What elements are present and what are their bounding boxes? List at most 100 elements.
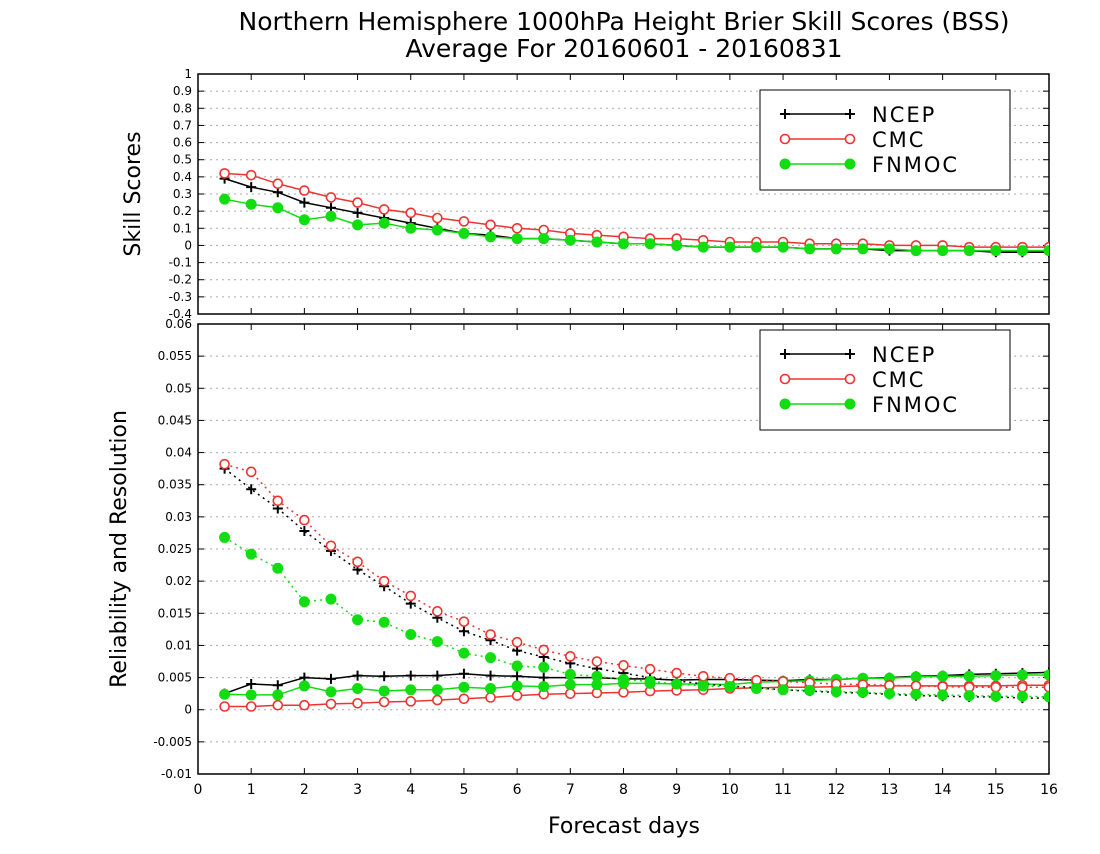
x-tick-label: 5 — [459, 782, 468, 798]
data-point — [352, 197, 363, 208]
data-point — [299, 197, 310, 208]
x-tick-label: 1 — [247, 782, 256, 798]
data-point — [458, 616, 470, 627]
data-point — [777, 684, 789, 696]
data-point — [512, 671, 523, 682]
x-tick-label: 11 — [774, 782, 792, 798]
data-point — [618, 674, 629, 685]
data-point — [511, 680, 523, 692]
data-point — [431, 636, 443, 648]
data-point — [219, 193, 231, 205]
series-line — [224, 468, 1049, 699]
series-fnmoc-solid — [219, 669, 1049, 701]
data-point — [272, 689, 284, 701]
data-point — [458, 693, 470, 705]
chart-panel-2: 0.060.0550.050.0450.040.0350.030.0250.02… — [107, 317, 1058, 798]
legend-marker — [845, 349, 855, 359]
data-point — [511, 690, 523, 701]
data-point — [830, 243, 842, 255]
data-point — [298, 680, 310, 692]
plot-area — [219, 458, 1049, 712]
data-point — [405, 696, 417, 707]
data-point — [644, 238, 656, 250]
data-point — [352, 207, 363, 218]
data-point — [750, 683, 762, 694]
y-tick-label: 0.1 — [173, 221, 192, 235]
series-cmc-dotted — [219, 458, 1049, 693]
data-point — [804, 684, 816, 696]
data-point — [458, 668, 469, 679]
data-point — [378, 685, 390, 697]
data-point — [245, 689, 257, 701]
data-point — [405, 684, 417, 696]
series-fnmoc-solid — [219, 193, 1049, 257]
data-point — [431, 684, 443, 696]
data-point — [990, 681, 1002, 693]
data-point — [511, 636, 523, 648]
chart-title-line2: Average For 20160601 - 20160831 — [405, 34, 842, 63]
y-tick-label: 0.9 — [173, 84, 192, 98]
data-point — [538, 233, 550, 245]
x-tick-label: 10 — [721, 782, 739, 798]
y-tick-label: 0.045 — [158, 413, 192, 427]
y-tick-label: 0.2 — [173, 204, 192, 218]
plot-area — [219, 168, 1049, 258]
data-point — [458, 626, 469, 637]
data-point — [272, 699, 284, 711]
y-tick-label: 0.015 — [158, 606, 192, 620]
data-point — [485, 692, 496, 703]
legend-label: NCEP — [872, 103, 936, 127]
y-tick-label: 0.025 — [158, 542, 192, 556]
series-line — [224, 684, 1049, 708]
data-point — [511, 660, 523, 672]
legend-box — [759, 329, 1011, 431]
data-point — [272, 202, 284, 214]
data-point — [1016, 669, 1028, 681]
data-point — [325, 686, 337, 698]
data-point — [219, 168, 230, 179]
x-tick-label: 12 — [827, 782, 845, 798]
data-point — [697, 680, 709, 692]
data-point — [325, 673, 336, 684]
y-axis-label: Skill Scores — [121, 131, 146, 256]
legend-marker — [780, 349, 790, 359]
data-point — [485, 670, 496, 681]
x-tick-label: 2 — [300, 782, 309, 798]
plot-frame — [197, 73, 1050, 315]
data-point — [352, 556, 363, 568]
legend-marker — [844, 373, 856, 385]
y-tick-label: 0.7 — [173, 118, 192, 132]
legend-box — [759, 89, 1011, 191]
x-tick-label: 15 — [987, 782, 1005, 798]
data-point — [431, 224, 443, 236]
data-point — [1017, 681, 1028, 693]
data-point — [379, 671, 390, 682]
data-point — [1016, 690, 1028, 702]
data-point — [432, 212, 443, 224]
data-point — [245, 548, 257, 560]
data-point — [1016, 245, 1028, 257]
data-point — [325, 192, 337, 203]
y-tick-label: -0.01 — [161, 767, 192, 781]
chart-panel-1: 1 0.9 0.8 0.7 0.6 0.5 0.4 0.3 0.2 0.1 0 -0.1 -0.2 -0.… — [121, 67, 1050, 321]
legend-marker — [845, 109, 855, 119]
data-point — [804, 243, 816, 255]
data-point — [352, 697, 363, 709]
y-tick-label: 0.01 — [165, 638, 192, 652]
data-point — [618, 687, 629, 698]
data-point — [219, 531, 231, 543]
data-point — [565, 651, 576, 662]
data-point — [485, 219, 496, 231]
data-point — [591, 236, 603, 248]
legend-marker — [844, 158, 856, 170]
data-point — [272, 178, 284, 190]
y-tick-label: -0.3 — [169, 290, 192, 304]
data-point — [485, 629, 496, 640]
data-point — [910, 688, 922, 700]
data-point — [272, 562, 284, 574]
legend-item-ncep: NCEP — [780, 343, 934, 367]
data-point — [272, 495, 284, 507]
y-tick-label: 0.02 — [165, 574, 192, 588]
